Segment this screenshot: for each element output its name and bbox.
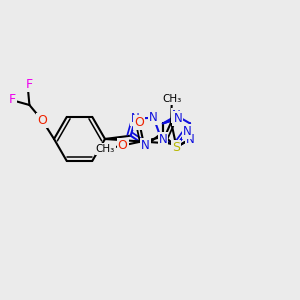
Text: N: N (172, 109, 181, 122)
Text: N: N (141, 139, 150, 152)
Text: CH₃: CH₃ (96, 144, 115, 154)
Text: N: N (183, 125, 191, 138)
Text: N: N (158, 133, 167, 146)
Text: O: O (134, 116, 144, 129)
Text: O: O (118, 139, 128, 152)
Text: O: O (37, 114, 47, 127)
Text: S: S (172, 140, 181, 154)
Text: N: N (131, 112, 140, 125)
Text: F: F (9, 92, 16, 106)
Text: CH₃: CH₃ (162, 94, 182, 104)
Text: N: N (149, 111, 158, 124)
Text: F: F (26, 78, 33, 91)
Text: N: N (186, 133, 194, 146)
Text: N: N (173, 112, 182, 125)
